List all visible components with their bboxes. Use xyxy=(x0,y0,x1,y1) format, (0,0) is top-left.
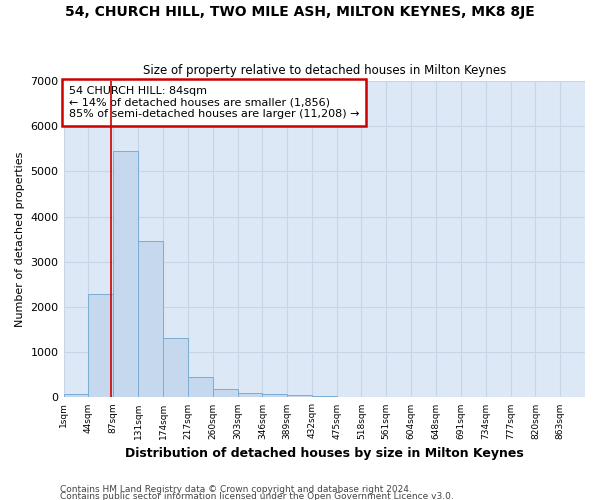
Text: Contains HM Land Registry data © Crown copyright and database right 2024.: Contains HM Land Registry data © Crown c… xyxy=(60,486,412,494)
Bar xyxy=(238,393,262,398)
Bar xyxy=(88,294,113,398)
Bar xyxy=(113,151,138,398)
Text: 54, CHURCH HILL, TWO MILE ASH, MILTON KEYNES, MK8 8JE: 54, CHURCH HILL, TWO MILE ASH, MILTON KE… xyxy=(65,5,535,19)
Bar xyxy=(139,242,163,398)
Bar xyxy=(262,394,287,398)
Text: 54 CHURCH HILL: 84sqm
← 14% of detached houses are smaller (1,856)
85% of semi-d: 54 CHURCH HILL: 84sqm ← 14% of detached … xyxy=(69,86,359,119)
Bar xyxy=(287,395,312,398)
Bar xyxy=(188,377,213,398)
Title: Size of property relative to detached houses in Milton Keynes: Size of property relative to detached ho… xyxy=(143,64,506,77)
X-axis label: Distribution of detached houses by size in Milton Keynes: Distribution of detached houses by size … xyxy=(125,447,524,460)
Y-axis label: Number of detached properties: Number of detached properties xyxy=(15,152,25,327)
Text: Contains public sector information licensed under the Open Government Licence v3: Contains public sector information licen… xyxy=(60,492,454,500)
Bar xyxy=(64,394,88,398)
Bar xyxy=(312,396,337,398)
Bar xyxy=(163,338,188,398)
Bar xyxy=(213,389,238,398)
